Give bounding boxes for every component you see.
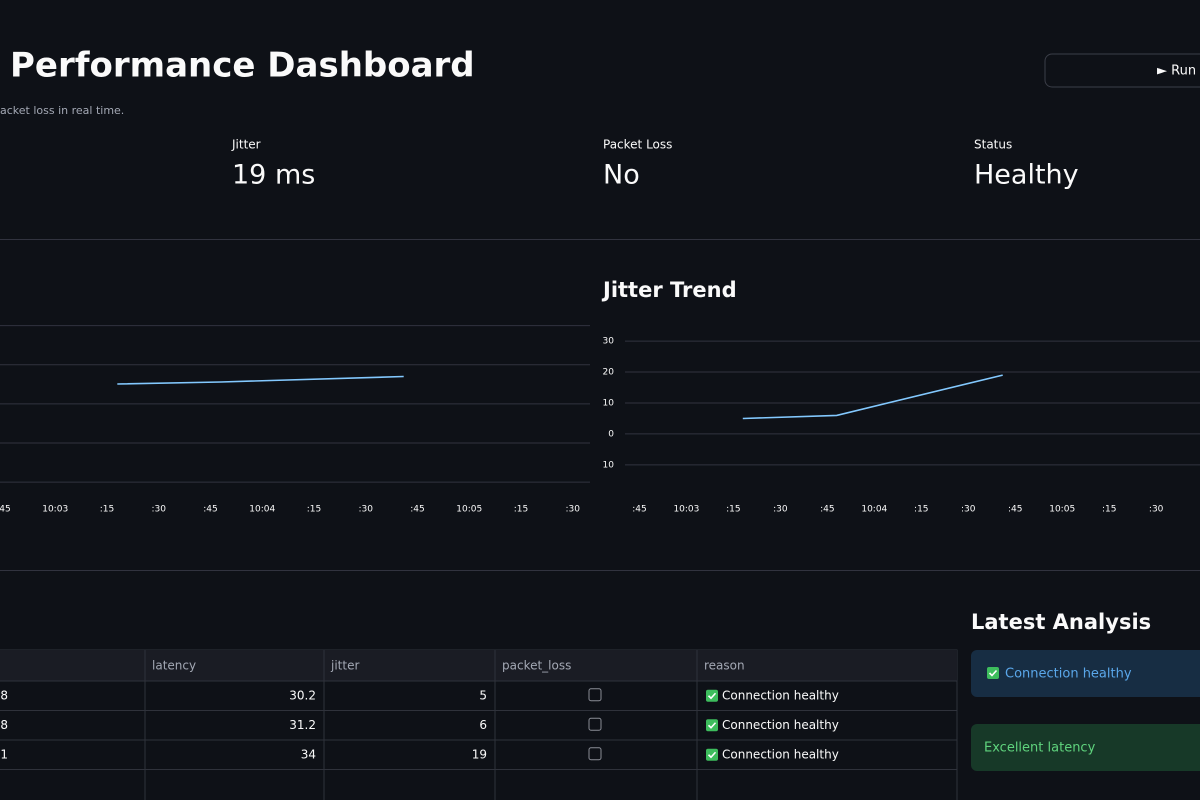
check-mark	[707, 751, 717, 759]
y-tick-label: 10	[603, 398, 615, 408]
column-header: latency	[152, 659, 196, 673]
column-header: packet_loss	[502, 659, 571, 673]
x-tick-label: :30	[566, 505, 581, 515]
page-title: Performance Dashboard	[10, 46, 475, 86]
metric-value: No	[603, 160, 640, 191]
success-box	[971, 724, 1200, 771]
table-cell: 30.2	[289, 688, 316, 702]
table-cell: Connection healthy	[722, 688, 839, 702]
x-tick-label: 10:05	[1049, 505, 1075, 515]
x-tick-label: :15	[100, 505, 114, 515]
checkbox	[588, 747, 602, 761]
x-tick-label: :15	[514, 505, 528, 515]
x-tick-label: 10:04	[249, 505, 275, 515]
data-table: latency jitter packet_loss reason 18 30.2 5 Con…	[0, 649, 958, 800]
table-cell: 48	[0, 718, 8, 732]
x-tick-label: :30	[773, 505, 788, 515]
x-tick-label: :30	[961, 505, 976, 515]
x-tick-label: :45	[410, 505, 424, 515]
x-tick-label: :45	[1008, 505, 1022, 515]
info-text: Connection healthy	[1005, 667, 1132, 682]
y-tick-label: 10	[603, 460, 615, 470]
table-cell: 41	[0, 747, 8, 761]
x-tick-label: :45	[203, 505, 217, 515]
check-mark	[707, 722, 717, 729]
column-header: reason	[704, 659, 745, 673]
metric-value: 19 ms	[232, 160, 315, 191]
chart-title: Jitter Trend	[601, 278, 737, 302]
x-tick-label: :15	[726, 505, 740, 515]
x-tick-label: 10:03	[42, 505, 68, 515]
y-tick-label: 0	[608, 429, 614, 439]
x-tick-label: :15	[914, 505, 928, 515]
x-tick-label: :15	[1102, 505, 1116, 515]
table-cell: 19	[472, 747, 487, 761]
x-tick-label: :30	[358, 505, 373, 515]
column-header: jitter	[330, 659, 359, 673]
table-cell: Connection healthy	[722, 718, 839, 732]
x-tick-label: :45	[820, 505, 834, 515]
x-tick-label: 10:03	[673, 505, 699, 515]
run-button-label[interactable]: ► Run T	[1157, 64, 1200, 79]
info-box	[971, 650, 1200, 697]
run-button[interactable]	[1044, 53, 1200, 88]
x-tick-label: :30	[1149, 505, 1164, 515]
check-icon	[706, 719, 718, 732]
table-cell: 6	[479, 718, 487, 732]
x-tick-label: :15	[307, 505, 321, 515]
data-line	[117, 375, 404, 385]
check-icon	[706, 748, 718, 761]
check-mark	[707, 692, 717, 700]
y-tick-label: 30	[603, 337, 615, 347]
check-icon	[706, 689, 718, 702]
success-text: Excellent latency	[984, 741, 1096, 756]
checkbox	[588, 717, 602, 731]
x-tick-label: 10:04	[861, 505, 887, 515]
data-line	[742, 374, 1003, 420]
x-tick-label: :45	[632, 505, 646, 515]
table-cell: 18	[0, 688, 8, 702]
metric-label: Packet Loss	[603, 138, 672, 152]
checkbox	[588, 688, 602, 702]
table-cell: Connection healthy	[722, 747, 839, 761]
section-title: Latest Analysis	[971, 610, 1151, 634]
x-tick-label: :45	[0, 505, 11, 515]
table-header-bg	[0, 650, 957, 681]
page-subtitle: acket loss in real time.	[0, 104, 124, 117]
table-cell: 34	[301, 747, 316, 761]
metric-label: Status	[974, 138, 1012, 152]
check-mark	[988, 669, 998, 677]
metric-value: Healthy	[974, 160, 1079, 191]
x-tick-label: 10:05	[456, 505, 482, 515]
table-cell: 5	[479, 688, 487, 702]
y-tick-label: 20	[603, 368, 615, 378]
table-cell: 31.2	[289, 718, 316, 732]
x-tick-label: :30	[151, 505, 166, 515]
metric-label: Jitter	[231, 138, 261, 152]
check-icon	[987, 667, 999, 679]
